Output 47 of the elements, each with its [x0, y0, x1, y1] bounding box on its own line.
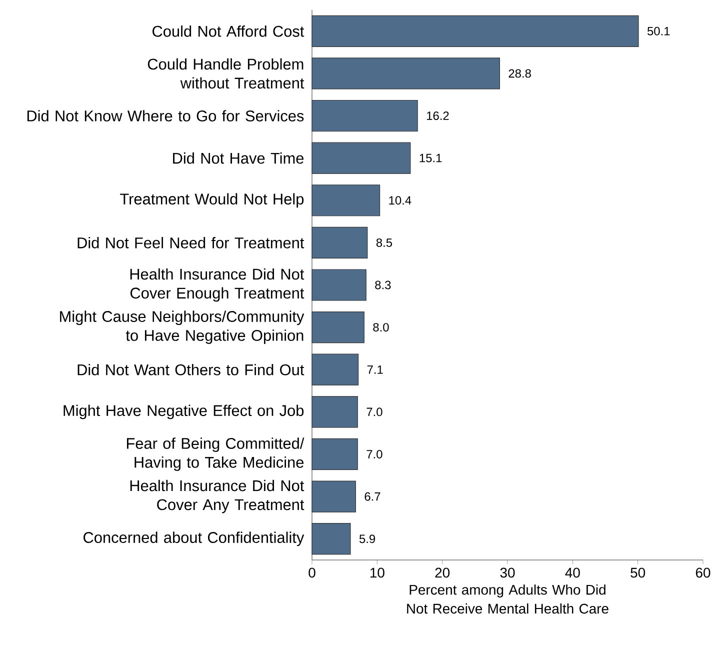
x-tick-label: 10 [370, 568, 384, 578]
data-label: 8.3 [375, 280, 391, 290]
y-tick-label: Did Not Have Time [173, 152, 304, 164]
y-tick-label: Might Cause Neighbors/Community to Have Negative Opinion [60, 310, 304, 344]
x-tick-label: 30 [500, 568, 515, 578]
y-tick-label: Treatment Would Not Help [120, 193, 304, 208]
bar [312, 184, 380, 216]
bar [312, 312, 364, 344]
bar [312, 226, 368, 258]
data-label: 28.8 [508, 69, 531, 78]
data-label: 15.1 [420, 154, 442, 162]
y-tick-label: Could Handle Problem without Treatment [148, 58, 304, 89]
bar [312, 438, 358, 470]
data-label: 6.7 [364, 492, 380, 501]
data-label: 7.0 [366, 450, 382, 458]
x-tick-label: 50 [630, 568, 646, 578]
x-tick-label: 0 [308, 568, 316, 578]
bar [312, 58, 500, 90]
x-tick-label: 20 [435, 568, 450, 578]
y-tick-label: Health Insurance Did Not Cover Enough Treatment [130, 268, 304, 302]
x-tick-label: 60 [696, 568, 710, 578]
data-label: 50.1 [647, 26, 670, 36]
data-label: 16.2 [427, 112, 449, 120]
y-tick-label: Could Not Afford Cost [152, 25, 304, 37]
data-label: 8.5 [376, 238, 392, 247]
bar [312, 15, 639, 47]
data-label: 8.0 [373, 323, 389, 332]
bar [312, 480, 356, 512]
y-tick-label: Did Not Know Where to Go for Services [27, 110, 304, 122]
y-tick-label: Did Not Want Others to Find Out [78, 364, 304, 376]
bar [312, 523, 351, 555]
y-tick-label: Did Not Feel Need for Treatment [78, 237, 304, 248]
bar [312, 100, 418, 132]
data-label: 7.1 [367, 366, 383, 374]
data-label: 10.4 [389, 196, 412, 205]
x-tick-label: 40 [565, 568, 580, 578]
bar [312, 354, 359, 386]
bar [312, 396, 358, 428]
data-label: 7.0 [366, 408, 382, 416]
y-tick-label: Health Insurance Did Not Cover Any Treatment [130, 480, 304, 514]
y-tick-label: Might Have Negative Effect on Job [64, 404, 304, 420]
y-tick-label: Concerned about Confidentiality [84, 532, 304, 546]
bar [312, 142, 411, 174]
bar [312, 269, 366, 301]
data-label: 5.9 [359, 534, 376, 544]
x-axis-title: Percent among Adults Who Did Not Receive Mental Health Care [407, 584, 608, 614]
y-tick-label: Fear of Being Committed/ Having to Take Medicine [126, 438, 304, 471]
